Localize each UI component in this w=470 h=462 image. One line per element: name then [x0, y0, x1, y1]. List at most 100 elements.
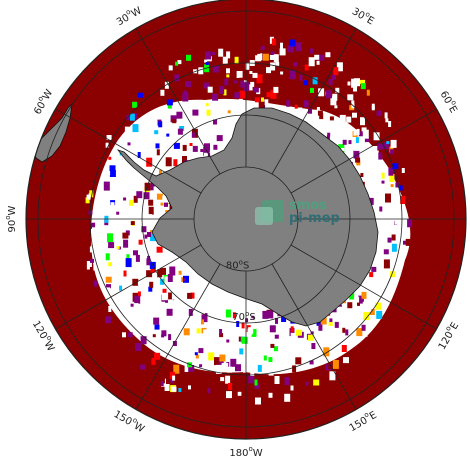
noise-speckle: [332, 93, 338, 101]
watermark-line1: smos: [289, 198, 327, 213]
noise-speckle: [89, 246, 94, 253]
noise-speckle: [254, 360, 258, 363]
noise-speckle: [182, 144, 187, 151]
noise-speckle: [373, 132, 380, 141]
noise-speckle: [123, 270, 127, 277]
noise-speckle: [126, 254, 130, 261]
noise-speckle: [248, 316, 251, 320]
longitude-label: 30oW: [113, 3, 143, 29]
noise-speckle: [263, 355, 267, 361]
noise-speckle: [147, 214, 153, 220]
noise-speckle: [389, 228, 396, 235]
noise-speckle: [316, 369, 322, 377]
noise-speckle: [151, 160, 156, 166]
noise-speckle: [319, 113, 324, 120]
noise-speckle: [239, 348, 244, 355]
noise-speckle: [332, 74, 336, 80]
noise-speckle: [342, 327, 346, 333]
noise-speckle: [284, 393, 291, 402]
noise-speckle: [178, 270, 182, 275]
noise-speckle: [388, 187, 394, 193]
watermark: smos pi-mep: [255, 198, 340, 226]
noise-speckle: [308, 108, 312, 114]
noise-speckle: [108, 156, 112, 160]
noise-speckle: [346, 116, 352, 123]
noise-speckle: [268, 337, 273, 342]
noise-speckle: [252, 72, 258, 78]
noise-speckle: [279, 350, 282, 356]
noise-speckle: [218, 48, 224, 57]
noise-speckle: [156, 193, 163, 200]
noise-speckle: [165, 298, 168, 303]
noise-speckle: [164, 276, 170, 285]
noise-speckle: [210, 115, 214, 119]
noise-speckle: [254, 379, 258, 386]
noise-speckle: [214, 357, 220, 366]
noise-speckle: [129, 113, 135, 121]
noise-speckle: [169, 266, 176, 276]
noise-speckle: [151, 369, 156, 375]
noise-speckle: [401, 168, 405, 173]
noise-speckle: [155, 143, 160, 149]
noise-speckle: [213, 144, 218, 150]
noise-speckle: [140, 150, 145, 158]
noise-speckle: [389, 271, 395, 278]
noise-speckle: [107, 252, 113, 259]
noise-speckle: [167, 299, 174, 308]
noise-speckle: [173, 364, 180, 374]
noise-speckle: [312, 77, 318, 85]
noise-speckle: [205, 62, 209, 65]
noise-speckle: [253, 87, 259, 93]
noise-speckle: [362, 129, 369, 139]
noise-speckle: [119, 202, 123, 209]
noise-speckle: [232, 312, 236, 319]
noise-speckle: [144, 182, 151, 191]
noise-speckle: [327, 132, 331, 137]
noise-speckle: [167, 130, 171, 136]
noise-speckle: [162, 195, 169, 203]
noise-speckle: [111, 276, 116, 284]
noise-speckle: [130, 303, 134, 307]
noise-speckle: [314, 113, 318, 119]
noise-speckle: [219, 354, 226, 362]
noise-speckle: [179, 126, 185, 131]
noise-speckle: [93, 280, 98, 287]
noise-speckle: [188, 385, 191, 390]
noise-speckle: [380, 268, 384, 275]
noise-speckle: [160, 89, 165, 96]
noise-speckle: [192, 156, 196, 161]
noise-speckle: [132, 315, 137, 322]
noise-speckle: [205, 51, 211, 60]
noise-speckle: [304, 64, 309, 71]
noise-speckle: [191, 132, 195, 138]
noise-speckle: [132, 307, 138, 315]
noise-speckle: [161, 334, 165, 338]
noise-speckle: [123, 197, 127, 201]
noise-speckle: [91, 227, 98, 237]
noise-speckle: [116, 241, 121, 249]
noise-speckle: [136, 173, 142, 180]
noise-speckle: [380, 276, 386, 286]
noise-speckle: [219, 86, 225, 94]
noise-speckle: [347, 302, 353, 309]
meridian-line: [135, 263, 221, 410]
noise-speckle: [254, 47, 261, 54]
noise-speckle: [309, 360, 314, 365]
noise-speckle: [131, 320, 137, 327]
noise-speckle: [351, 100, 355, 106]
noise-speckle: [389, 174, 395, 182]
noise-speckle: [227, 110, 231, 114]
noise-speckle: [292, 365, 297, 373]
noise-speckle: [275, 61, 280, 66]
noise-speckle: [211, 310, 217, 317]
noise-speckle: [162, 288, 167, 293]
noise-speckle: [394, 219, 400, 225]
noise-speckle: [164, 127, 168, 133]
noise-speckle: [322, 354, 326, 361]
noise-speckle: [236, 71, 243, 78]
noise-speckle: [108, 262, 113, 267]
noise-speckle: [258, 101, 265, 110]
noise-speckle: [329, 318, 333, 323]
noise-speckle: [236, 321, 240, 327]
noise-speckle: [218, 357, 224, 366]
